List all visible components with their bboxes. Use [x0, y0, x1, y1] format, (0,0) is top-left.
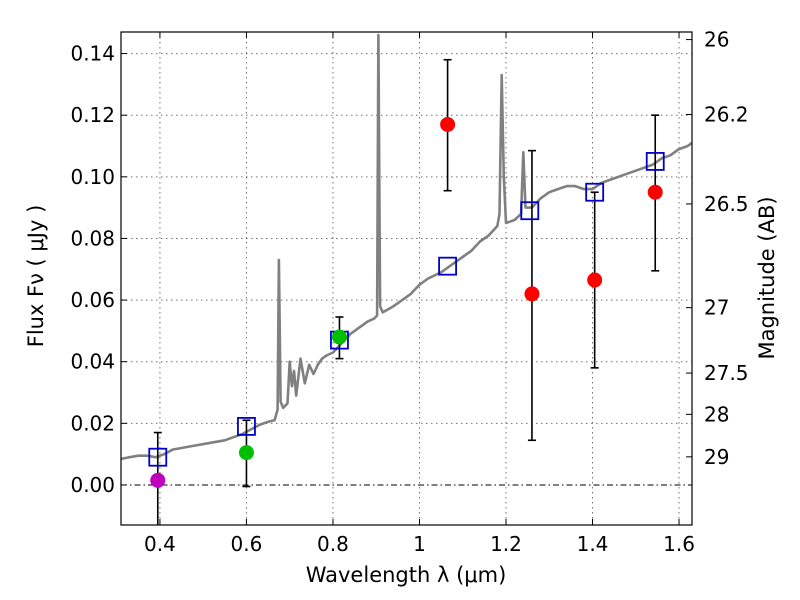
model-photometry-marker-3 [438, 256, 457, 276]
observed-magenta-marker-0 [150, 472, 166, 488]
x-tick-label-1: 0.6 [231, 532, 263, 556]
x-axis-label: Wavelength λ (μm) [306, 563, 507, 587]
mag-tick-label-2: 26.5 [704, 192, 749, 216]
observed-red-marker-2 [587, 272, 603, 288]
mag-tick-label-1: 26.2 [704, 102, 749, 126]
mag-tick-label-6: 29 [704, 445, 729, 469]
right-axis-label: Magnitude (AB) [755, 196, 779, 359]
model-photometry-marker-1 [237, 416, 256, 436]
observed-green-marker-0 [238, 445, 254, 461]
observed-red-marker-1 [524, 286, 540, 302]
y-tick-label-6: 0.12 [70, 103, 115, 127]
x-tick-label-3: 1 [413, 532, 426, 556]
model-photometry-marker-6 [645, 152, 665, 171]
y-tick-label-3: 0.06 [70, 288, 115, 312]
plot-frame [120, 31, 693, 526]
mag-tick-label-3: 27 [704, 296, 729, 320]
y-axis-label: Flux Fν ( μJy ) [24, 205, 48, 348]
y-tick-label-7: 0.14 [70, 42, 115, 66]
y-tick-label-2: 0.04 [70, 350, 115, 374]
x-tick-label-6: 1.6 [663, 532, 695, 556]
x-tick-label-0: 0.4 [144, 532, 176, 556]
model-photometry-marker-0 [148, 447, 168, 467]
x-tick-label-5: 1.4 [577, 532, 609, 556]
y-tick-label-0: 0.00 [70, 473, 115, 497]
observed-red-marker-0 [440, 116, 456, 132]
x-tick-label-2: 0.8 [317, 532, 349, 556]
model-photometry-marker-5 [585, 182, 605, 202]
mag-tick-label-0: 26 [704, 28, 729, 52]
y-tick-label-1: 0.02 [70, 411, 115, 435]
data-markers [148, 116, 665, 488]
observed-green-marker-1 [331, 329, 347, 345]
y-tick-label-4: 0.08 [70, 226, 115, 250]
observed-red-marker-3 [647, 184, 663, 200]
y-tick-label-5: 0.10 [70, 165, 115, 189]
axis-ticks: 0.4 0.6 0.8 1 1.2 1.4 1.6 0.00 0.02 0.04 0.06 0.08 0… [70, 28, 748, 556]
model-photometry-marker-4 [520, 201, 540, 221]
mag-tick-label-4: 27.5 [704, 361, 749, 385]
mag-tick-label-5: 28 [704, 402, 729, 426]
x-tick-label-4: 1.2 [490, 532, 522, 556]
